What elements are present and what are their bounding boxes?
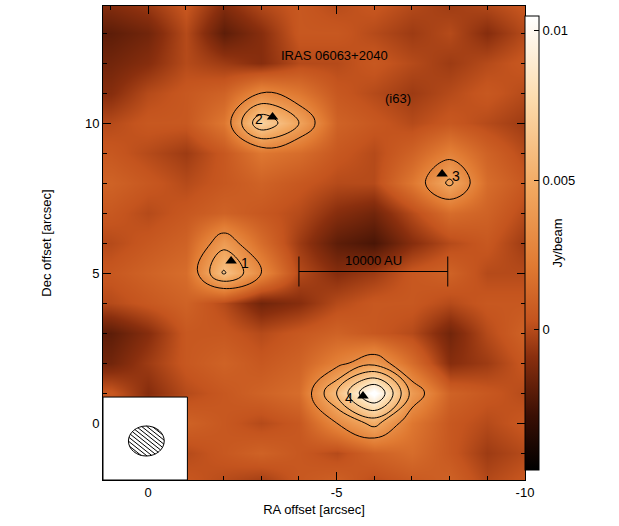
svg-text:(i63): (i63) [385,91,411,106]
svg-text:2: 2 [255,111,263,127]
svg-text:0: 0 [92,416,99,431]
svg-text:IRAS 06063+2040: IRAS 06063+2040 [281,48,388,63]
svg-text:3: 3 [452,168,460,184]
svg-text:0.01: 0.01 [543,23,568,38]
svg-text:Jy/beam: Jy/beam [550,218,565,267]
svg-text:RA offset [arcsec]: RA offset [arcsec] [263,502,365,517]
svg-text:-10: -10 [516,485,535,500]
svg-text:10: 10 [85,116,99,131]
svg-text:5: 5 [92,266,99,281]
svg-text:4: 4 [345,390,353,406]
svg-text:0.005: 0.005 [543,173,576,188]
svg-text:0: 0 [543,322,550,337]
svg-text:-5: -5 [331,485,343,500]
svg-text:1: 1 [241,255,249,271]
svg-text:10000 AU: 10000 AU [345,253,402,268]
svg-text:Dec offset [arcsec]: Dec offset [arcsec] [39,189,54,296]
svg-text:0: 0 [145,485,152,500]
